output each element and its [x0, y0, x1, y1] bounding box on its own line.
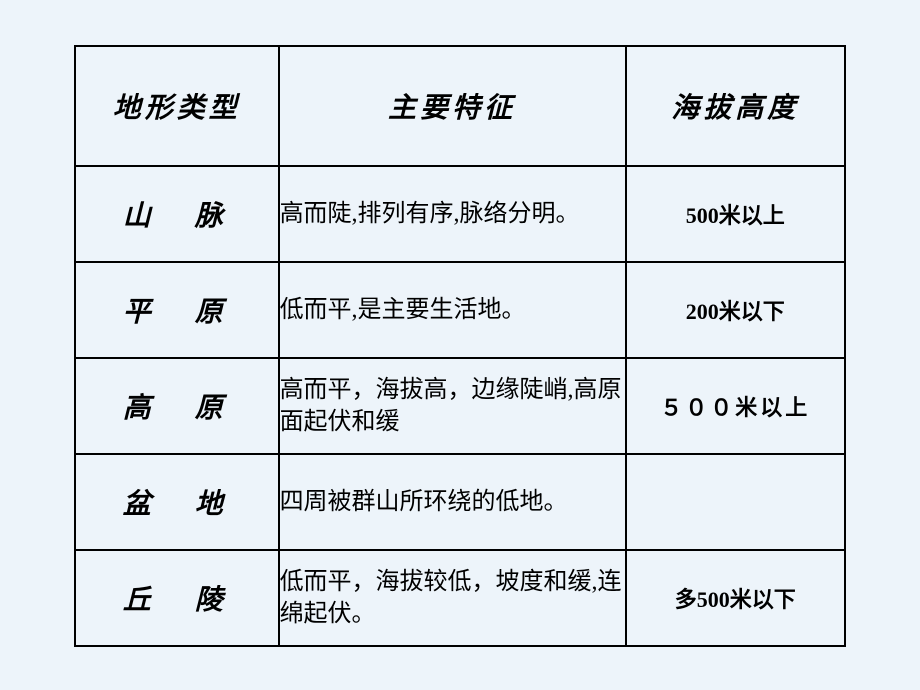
table-row: 平 原 低而平,是主要生活地。 200米以下 [75, 262, 845, 358]
type-cell: 丘 陵 [75, 550, 279, 646]
elevation-cell: ５００米以上 [626, 358, 845, 454]
table-row: 高 原 高而平，海拔高，边缘陡峭,高原面起伏和缓 ５００米以上 [75, 358, 845, 454]
table-row: 盆 地 四周被群山所环绕的低地。 [75, 454, 845, 550]
feature-cell: 高而陡,排列有序,脉络分明。 [279, 166, 626, 262]
table-row: 山 脉 高而陡,排列有序,脉络分明。 500米以上 [75, 166, 845, 262]
header-elevation: 海拔高度 [626, 46, 845, 166]
table-row: 丘 陵 低而平，海拔较低，坡度和缓,连绵起伏。 多500米以下 [75, 550, 845, 646]
elevation-cell: 200米以下 [626, 262, 845, 358]
feature-cell: 高而平，海拔高，边缘陡峭,高原面起伏和缓 [279, 358, 626, 454]
elevation-cell [626, 454, 845, 550]
header-row: 地形类型 主要特征 海拔高度 [75, 46, 845, 166]
type-cell: 高 原 [75, 358, 279, 454]
type-cell: 山 脉 [75, 166, 279, 262]
feature-cell: 四周被群山所环绕的低地。 [279, 454, 626, 550]
terrain-table: 地形类型 主要特征 海拔高度 山 脉 高而陡,排列有序,脉络分明。 500米以上… [74, 45, 846, 647]
type-cell: 平 原 [75, 262, 279, 358]
header-feature: 主要特征 [279, 46, 626, 166]
elevation-cell: 多500米以下 [626, 550, 845, 646]
type-cell: 盆 地 [75, 454, 279, 550]
feature-cell: 低而平，海拔较低，坡度和缓,连绵起伏。 [279, 550, 626, 646]
header-type: 地形类型 [75, 46, 279, 166]
elevation-cell: 500米以上 [626, 166, 845, 262]
feature-cell: 低而平,是主要生活地。 [279, 262, 626, 358]
